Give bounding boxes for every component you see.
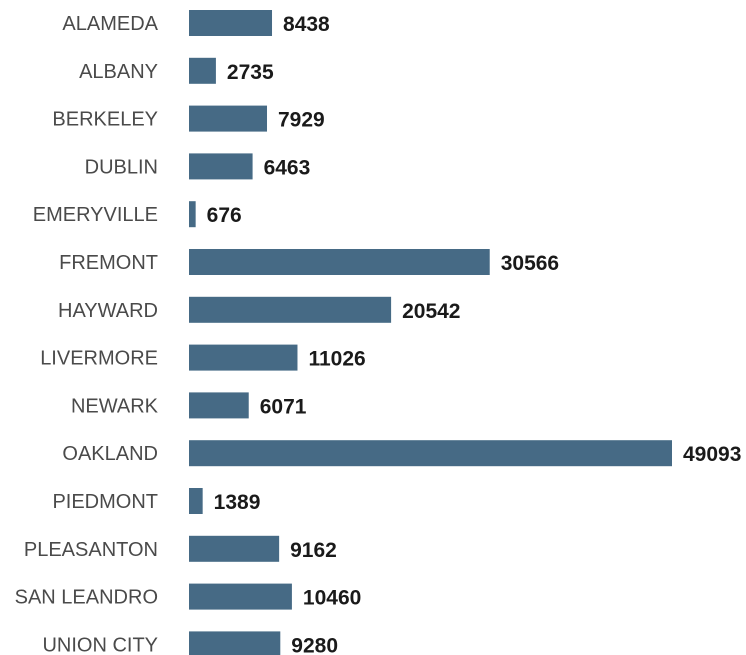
value-label: 8438 xyxy=(283,13,330,36)
category-label: ALAMEDA xyxy=(62,13,158,35)
bars xyxy=(189,10,672,655)
value-label: 676 xyxy=(207,204,242,227)
bar xyxy=(189,153,253,180)
category-label: LIVERMORE xyxy=(40,348,158,370)
category-label: DUBLIN xyxy=(85,156,158,178)
bar xyxy=(189,57,216,84)
bar xyxy=(189,583,292,610)
value-label: 2735 xyxy=(227,61,274,84)
category-label: BERKELEY xyxy=(52,109,158,131)
bar xyxy=(189,296,392,323)
category-label: ALBANY xyxy=(79,61,158,83)
bar xyxy=(189,105,268,132)
bar xyxy=(189,488,203,514)
category-label: FREMONT xyxy=(59,252,158,274)
value-label: 20542 xyxy=(402,300,460,323)
bar xyxy=(189,201,196,228)
value-label: 7929 xyxy=(278,109,325,132)
value-label: 6071 xyxy=(260,395,307,418)
category-label: OAKLAND xyxy=(62,443,158,465)
value-label: 10460 xyxy=(303,587,361,610)
bar xyxy=(189,631,281,655)
value-label: 9162 xyxy=(290,539,337,562)
bar xyxy=(189,344,298,371)
value-label: 30566 xyxy=(501,252,559,275)
category-label: UNION CITY xyxy=(42,634,158,655)
bar xyxy=(189,392,249,419)
value-label: 11026 xyxy=(308,348,365,371)
value-label: 9280 xyxy=(291,634,338,655)
category-labels: ALAMEDA ALBANY BERKELEY DUBLIN EMERYVILLE FRE… xyxy=(15,13,159,655)
category-label: PIEDMONT xyxy=(52,491,158,513)
bar xyxy=(189,440,672,467)
value-label: 6463 xyxy=(264,156,311,179)
value-label: 49093 xyxy=(683,443,741,466)
value-label: 1389 xyxy=(214,491,261,514)
bar xyxy=(189,249,490,275)
category-label: PLEASANTON xyxy=(24,539,158,561)
category-label: EMERYVILLE xyxy=(33,204,158,226)
category-label: SAN LEANDRO xyxy=(15,587,158,609)
category-label: NEWARK xyxy=(71,395,159,417)
bar xyxy=(189,10,273,36)
value-labels: 8438 2735 7929 6463 676 30566 20542 11026 6071 49… xyxy=(207,13,742,655)
bar xyxy=(189,535,280,562)
category-label: HAYWARD xyxy=(58,300,158,322)
